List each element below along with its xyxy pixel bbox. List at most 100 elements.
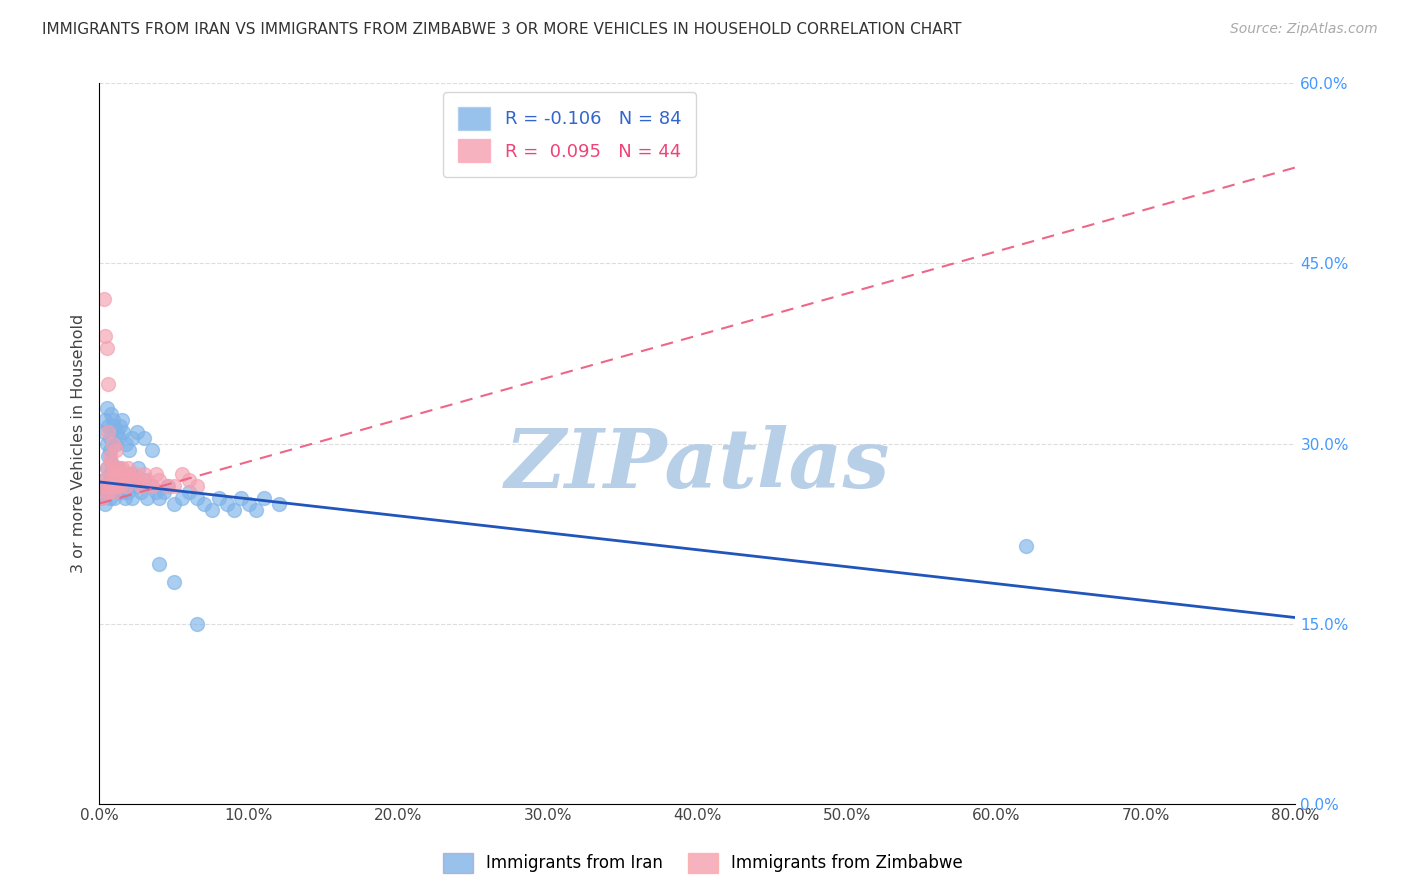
Point [100, 407, 122, 421]
Point [136, 473, 159, 487]
Point [245, 502, 267, 516]
Point [103, 484, 125, 499]
Point [96, 341, 118, 355]
Point [222, 502, 245, 516]
Point [108, 460, 131, 475]
Point [93, 473, 115, 487]
Point [253, 491, 276, 505]
Point [94, 412, 117, 426]
Point [96, 460, 118, 475]
Y-axis label: 3 or more Vehicles in Household: 3 or more Vehicles in Household [72, 314, 86, 574]
Point [114, 473, 136, 487]
Point [124, 467, 146, 481]
Point [118, 467, 141, 481]
Point [208, 491, 231, 505]
Point [129, 484, 152, 499]
Point [103, 473, 125, 487]
Point [101, 467, 124, 481]
Point [111, 412, 134, 426]
Point [148, 473, 170, 487]
Point [170, 491, 193, 505]
Point [101, 460, 124, 475]
Legend: R = -0.106   N = 84, R =  0.095   N = 44: R = -0.106 N = 84, R = 0.095 N = 44 [443, 93, 696, 177]
Point [110, 418, 132, 433]
Point [186, 491, 208, 505]
Point [100, 454, 122, 468]
Point [105, 460, 128, 475]
Point [179, 473, 201, 487]
Point [238, 497, 260, 511]
Point [104, 460, 127, 475]
Point [112, 425, 135, 439]
Point [129, 478, 152, 492]
Point [110, 478, 132, 492]
Point [121, 473, 143, 487]
Point [100, 478, 122, 492]
Point [112, 478, 135, 492]
Point [121, 491, 143, 505]
Point [125, 425, 148, 439]
Point [156, 478, 179, 492]
Point [112, 467, 135, 481]
Point [108, 467, 131, 481]
Point [117, 460, 139, 475]
Point [163, 478, 186, 492]
Point [145, 484, 167, 499]
Point [104, 478, 127, 492]
Point [101, 478, 124, 492]
Point [97, 449, 120, 463]
Point [127, 460, 149, 475]
Point [93, 473, 115, 487]
Point [111, 484, 134, 499]
Point [98, 449, 121, 463]
Point [100, 454, 122, 468]
Point [136, 491, 159, 505]
Point [105, 484, 128, 499]
Point [97, 418, 120, 433]
Point [98, 467, 121, 481]
Point [98, 491, 121, 505]
Point [100, 473, 122, 487]
Point [93, 425, 115, 439]
Point [179, 484, 201, 499]
Point [97, 478, 120, 492]
Point [115, 436, 138, 450]
Point [104, 473, 127, 487]
Point [103, 460, 125, 475]
Point [134, 467, 156, 481]
Point [141, 478, 163, 492]
Point [125, 478, 148, 492]
Point [115, 473, 138, 487]
Point [97, 425, 120, 439]
Point [152, 484, 174, 499]
Point [91, 491, 114, 505]
Point [121, 431, 143, 445]
Point [105, 467, 128, 481]
Point [96, 460, 118, 475]
Point [104, 442, 127, 457]
Point [91, 491, 114, 505]
Point [98, 431, 121, 445]
Point [163, 497, 186, 511]
Point [120, 467, 142, 481]
Point [134, 473, 156, 487]
Point [96, 436, 118, 450]
Point [103, 418, 125, 433]
Point [94, 478, 117, 492]
Point [118, 478, 141, 492]
Text: Source: ZipAtlas.com: Source: ZipAtlas.com [1230, 22, 1378, 37]
Point [94, 497, 117, 511]
Point [148, 557, 170, 571]
Point [97, 376, 120, 391]
Point [105, 478, 128, 492]
Text: IMMIGRANTS FROM IRAN VS IMMIGRANTS FROM ZIMBABWE 3 OR MORE VEHICLES IN HOUSEHOLD: IMMIGRANTS FROM IRAN VS IMMIGRANTS FROM … [42, 22, 962, 37]
Point [141, 442, 163, 457]
Point [157, 478, 180, 492]
Point [98, 442, 121, 457]
Point [127, 473, 149, 487]
Legend: Immigrants from Iran, Immigrants from Zimbabwe: Immigrants from Iran, Immigrants from Zi… [436, 847, 970, 880]
Point [124, 473, 146, 487]
Point [141, 478, 163, 492]
Point [193, 497, 215, 511]
Point [104, 436, 127, 450]
